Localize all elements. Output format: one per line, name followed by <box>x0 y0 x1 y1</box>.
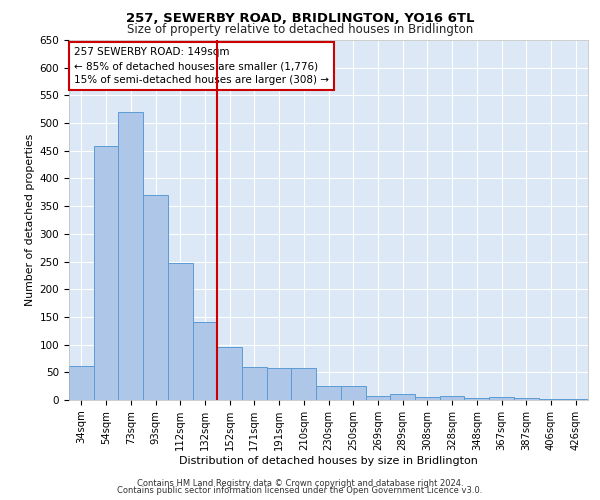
Bar <box>193 322 217 400</box>
Bar <box>267 368 292 400</box>
Bar <box>118 112 143 400</box>
X-axis label: Distribution of detached houses by size in Bridlington: Distribution of detached houses by size … <box>179 456 478 466</box>
Text: Contains HM Land Registry data © Crown copyright and database right 2024.: Contains HM Land Registry data © Crown c… <box>137 478 463 488</box>
Bar <box>69 366 94 400</box>
Bar <box>168 262 193 400</box>
Bar <box>539 399 563 400</box>
Bar <box>365 396 390 400</box>
Bar <box>341 386 365 400</box>
Bar <box>563 399 588 400</box>
Bar <box>489 397 514 400</box>
Bar <box>390 394 415 400</box>
Bar <box>440 396 464 400</box>
Bar <box>242 367 267 400</box>
Bar <box>415 397 440 400</box>
Text: 257 SEWERBY ROAD: 149sqm
← 85% of detached houses are smaller (1,776)
15% of sem: 257 SEWERBY ROAD: 149sqm ← 85% of detach… <box>74 47 329 85</box>
Bar <box>94 146 118 400</box>
Text: Contains public sector information licensed under the Open Government Licence v3: Contains public sector information licen… <box>118 486 482 495</box>
Bar <box>217 348 242 400</box>
Bar <box>292 368 316 400</box>
Text: Size of property relative to detached houses in Bridlington: Size of property relative to detached ho… <box>127 22 473 36</box>
Y-axis label: Number of detached properties: Number of detached properties <box>25 134 35 306</box>
Text: 257, SEWERBY ROAD, BRIDLINGTON, YO16 6TL: 257, SEWERBY ROAD, BRIDLINGTON, YO16 6TL <box>126 12 474 26</box>
Bar <box>464 398 489 400</box>
Bar <box>514 398 539 400</box>
Bar <box>143 195 168 400</box>
Bar <box>316 386 341 400</box>
